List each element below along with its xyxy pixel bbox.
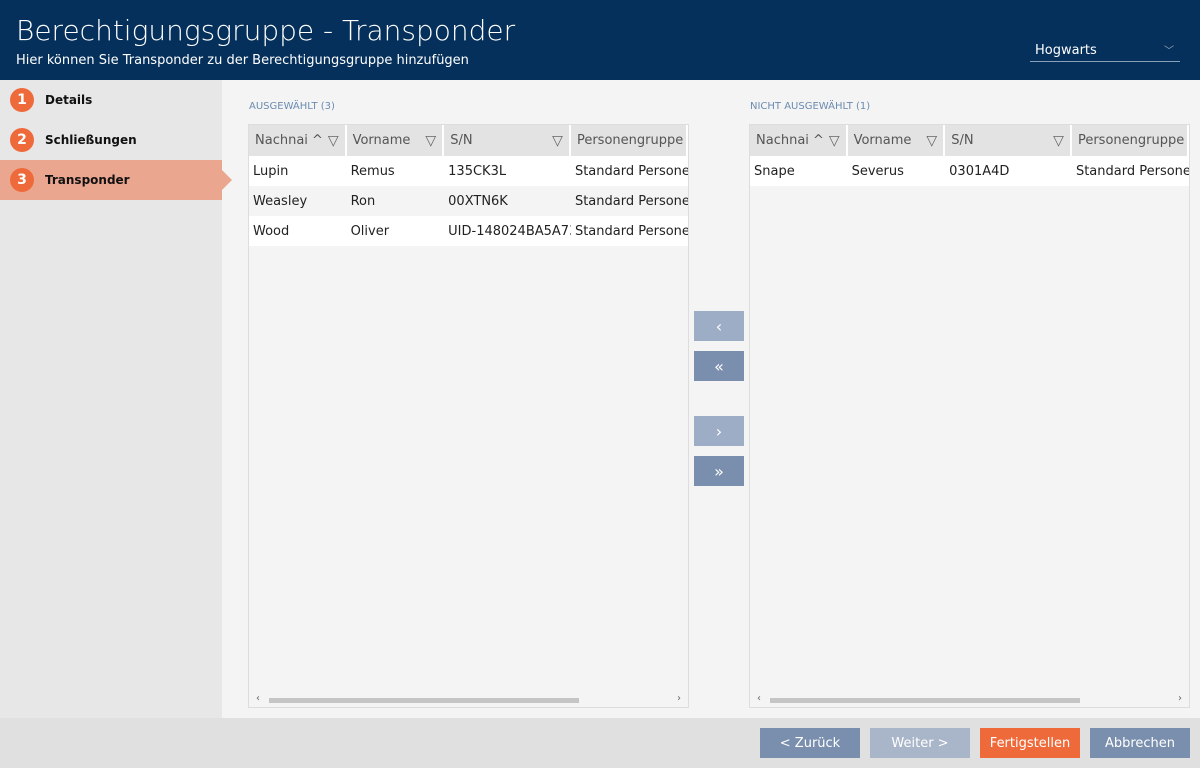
scroll-thumb[interactable] xyxy=(269,698,579,703)
table-row[interactable]: Lupin Remus 135CK3L Standard Persone xyxy=(249,156,688,186)
column-header[interactable]: S/N ▽ xyxy=(444,125,571,156)
scroll-right-icon[interactable]: › xyxy=(677,693,681,704)
column-header[interactable]: S/N ▽ xyxy=(945,125,1072,156)
step-label: Schließungen xyxy=(45,133,137,147)
site-value: Hogwarts xyxy=(1035,43,1097,58)
column-header[interactable]: Vorname ▽ xyxy=(848,125,946,156)
column-label: Personengruppe xyxy=(1077,133,1185,148)
table-cell: Wood xyxy=(253,223,290,239)
scroll-left-icon[interactable]: ‹ xyxy=(256,693,260,704)
filter-icon[interactable]: ▽ xyxy=(1053,132,1064,149)
step-number: 1 xyxy=(10,88,34,112)
table-cell: Ron xyxy=(350,193,376,209)
table-cell: Oliver xyxy=(350,223,390,239)
column-header[interactable]: Vorname ▽ xyxy=(347,125,445,156)
horizontal-scrollbar[interactable]: ‹ › xyxy=(750,693,1189,707)
next-button[interactable]: Weiter > xyxy=(870,728,970,758)
horizontal-scrollbar[interactable]: ‹ › xyxy=(249,693,688,707)
table-cell: UID-148024BA5A73( xyxy=(448,223,571,239)
unselected-table: Nachnai ^ ▽ Vorname ▽ S/N ▽ Personengruppe Snap… xyxy=(749,124,1190,708)
table-cell: 00XTN6K xyxy=(448,193,508,209)
table-row[interactable]: Weasley Ron 00XTN6K Standard Persone xyxy=(249,186,688,216)
move-left-button[interactable]: ‹ xyxy=(694,311,744,341)
step-schliessungen[interactable]: 2 Schließungen xyxy=(0,120,222,160)
step-number: 2 xyxy=(10,128,34,152)
table-cell: Snape xyxy=(754,163,795,179)
table-cell: Standard Persone xyxy=(574,193,688,209)
page-title: Berechtigungsgruppe - Transponder xyxy=(16,14,516,47)
column-label: Nachnai ^ xyxy=(756,133,824,148)
table-cell: Severus xyxy=(851,163,904,179)
scroll-thumb[interactable] xyxy=(770,698,1080,703)
table-cell: Lupin xyxy=(253,163,289,179)
scroll-right-icon[interactable]: › xyxy=(1178,693,1182,704)
site-dropdown[interactable]: Hogwarts ﹀ xyxy=(1030,40,1180,62)
table-cell: Standard Persone xyxy=(574,223,688,239)
step-number: 3 xyxy=(10,168,34,192)
column-header[interactable]: Nachnai ^ ▽ xyxy=(750,125,848,156)
column-label: Vorname xyxy=(853,133,912,148)
column-label: Vorname xyxy=(352,133,411,148)
table-header: Nachnai ^ ▽ Vorname ▽ S/N ▽ Personengruppe xyxy=(249,125,688,156)
table-header: Nachnai ^ ▽ Vorname ▽ S/N ▽ Personengruppe xyxy=(750,125,1189,156)
column-header[interactable]: Personengruppe xyxy=(571,125,688,156)
filter-icon[interactable]: ▽ xyxy=(425,132,437,149)
header: Berechtigungsgruppe - Transponder Hier k… xyxy=(0,0,1200,80)
step-transponder[interactable]: 3 Transponder xyxy=(0,160,232,200)
column-label: Personengruppe xyxy=(576,133,684,148)
step-label: Transponder xyxy=(45,173,130,187)
move-all-left-button[interactable]: « xyxy=(694,351,744,381)
selected-table: Nachnai ^ ▽ Vorname ▽ S/N ▽ Personengruppe Lupi… xyxy=(248,124,689,708)
move-all-right-button[interactable]: » xyxy=(694,456,744,486)
finish-button[interactable]: Fertigstellen xyxy=(980,728,1080,758)
cancel-button[interactable]: Abbrechen xyxy=(1090,728,1190,758)
page-subtitle: Hier können Sie Transponder zu der Berec… xyxy=(16,53,469,68)
column-header[interactable]: Nachnai ^ ▽ xyxy=(249,125,347,156)
column-header[interactable]: Personengruppe xyxy=(1072,125,1189,156)
table-cell: Standard Persone xyxy=(1075,163,1189,179)
footer: < Zurück Weiter > Fertigstellen Abbreche… xyxy=(0,718,1200,768)
table-cell: Weasley xyxy=(253,193,308,209)
step-details[interactable]: 1 Details xyxy=(0,80,222,120)
filter-icon[interactable]: ▽ xyxy=(552,132,563,149)
table-row[interactable]: Wood Oliver UID-148024BA5A73(Standard Pers… xyxy=(249,216,688,246)
step-label: Details xyxy=(45,93,93,107)
selected-caption: AUSGEWÄHLT (3) xyxy=(249,101,335,112)
filter-icon[interactable]: ▽ xyxy=(828,132,840,149)
column-label: S/N xyxy=(450,133,473,148)
back-button[interactable]: < Zurück xyxy=(760,728,860,758)
table-cell: 0301A4D xyxy=(949,163,1010,179)
filter-icon[interactable]: ▽ xyxy=(926,132,938,149)
filter-icon[interactable]: ▽ xyxy=(327,132,339,149)
table-cell: 135CK3L xyxy=(448,163,507,179)
column-label: S/N xyxy=(951,133,974,148)
chevron-down-icon: ﹀ xyxy=(1164,46,1174,57)
wizard-steps: 1 Details 2 Schließungen 3 Transponder xyxy=(0,80,232,718)
table-cell: Standard Persone xyxy=(574,163,688,179)
column-label: Nachnai ^ xyxy=(255,133,323,148)
table-cell: Remus xyxy=(350,163,395,179)
table-row[interactable]: Snape Severus 0301A4D Standard Persone xyxy=(750,156,1189,186)
unselected-caption: NICHT AUSGEWÄHLT (1) xyxy=(750,101,871,112)
move-right-button[interactable]: › xyxy=(694,416,744,446)
scroll-left-icon[interactable]: ‹ xyxy=(757,693,761,704)
